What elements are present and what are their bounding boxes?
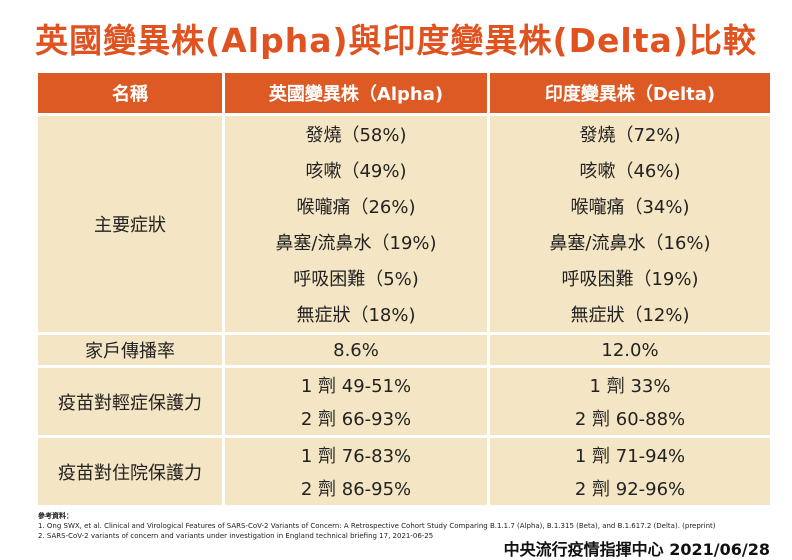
delta-cell: 12.0% <box>490 335 770 365</box>
row-label: 主要症狀 <box>38 116 222 332</box>
cell-text: 無症狀（12%) <box>570 305 690 326</box>
cell-text: 名稱 <box>112 84 148 105</box>
alpha-cell: 1 劑 49-51% 2 劑 66-93% <box>225 368 487 435</box>
alpha-cell: 發燒（58%) 咳嗽（49%) 喉嚨痛（26%) 鼻塞/流鼻水（19%) 呼吸困難（5%… <box>225 116 487 332</box>
references: 參考資料： 1. Ong SWX, et al. Clinical and Vi… <box>38 511 716 541</box>
cell-text: 2 劑 86-95% <box>300 479 412 501</box>
cell-text: 喉嚨痛（34%) <box>570 197 690 218</box>
cell-text: 2 劑 66-93% <box>300 409 412 431</box>
header-cell: 印度變異株（Delta) <box>490 73 770 113</box>
cell-text: 印度變異株（Delta) <box>544 84 716 105</box>
cell-text: 發燒（72%) <box>579 125 681 146</box>
cell-text: 無症狀（18%) <box>296 305 416 326</box>
cell-text: 8.6% <box>333 339 379 361</box>
reference-item: 1. Ong SWX, et al. Clinical and Virologi… <box>38 522 716 530</box>
cell-text: 疫苗對輕症保護力 <box>58 392 202 414</box>
references-heading: 參考資料： <box>38 512 73 520</box>
cell-text: 英國變異株（Alpha) <box>268 84 444 105</box>
reference-item: 2. SARS-CoV-2 variants of concern and va… <box>38 532 434 540</box>
cell-text: 2 劑 60-88% <box>574 409 686 431</box>
cell-text: 12.0% <box>601 339 659 361</box>
cell-text: 呼吸困難（19%) <box>561 269 699 290</box>
cell-text: 鼻塞/流鼻水（16%) <box>549 233 711 254</box>
cell-text: 發燒（58%) <box>305 125 407 146</box>
delta-cell: 1 劑 71-94% 2 劑 92-96% <box>490 438 770 505</box>
page-title: 英國變異株(Alpha)與印度變異株(Delta)比較 <box>35 21 757 60</box>
cell-text: 咳嗽（49%) <box>305 161 407 182</box>
cell-text: 家戶傳播率 <box>85 341 175 362</box>
cell-text: 鼻塞/流鼻水（19%) <box>275 233 437 254</box>
cell-text: 1 劑 76-83% <box>300 445 412 467</box>
cell-text: 1 劑 33% <box>589 375 671 397</box>
alpha-cell: 8.6% <box>225 335 487 365</box>
cell-text: 主要症狀 <box>94 215 166 236</box>
delta-cell: 發燒（72%) 咳嗽（46%) 喉嚨痛（34%) 鼻塞/流鼻水（16%) 呼吸困難（19… <box>490 116 770 332</box>
cell-text: 疫苗對住院保護力 <box>58 462 202 484</box>
header-cell: 英國變異株（Alpha) <box>225 73 487 113</box>
cell-text: 呼吸困難（5%) <box>293 269 419 290</box>
delta-cell: 1 劑 33% 2 劑 60-88% <box>490 368 770 435</box>
row-label: 家戶傳播率 <box>38 335 222 365</box>
cell-text: 1 劑 49-51% <box>300 375 412 397</box>
cell-text: 1 劑 71-94% <box>574 445 686 467</box>
alpha-cell: 1 劑 76-83% 2 劑 86-95% <box>225 438 487 505</box>
header-cell: 名稱 <box>38 73 222 113</box>
cell-text: 咳嗽（46%) <box>579 161 681 182</box>
cell-text: 喉嚨痛（26%) <box>296 197 416 218</box>
row-label: 疫苗對住院保護力 <box>38 438 222 505</box>
row-label: 疫苗對輕症保護力 <box>38 368 222 435</box>
source-credit: 中央流行疫情指揮中心 2021/06/28 <box>503 540 770 559</box>
cell-text: 2 劑 92-96% <box>574 479 686 501</box>
